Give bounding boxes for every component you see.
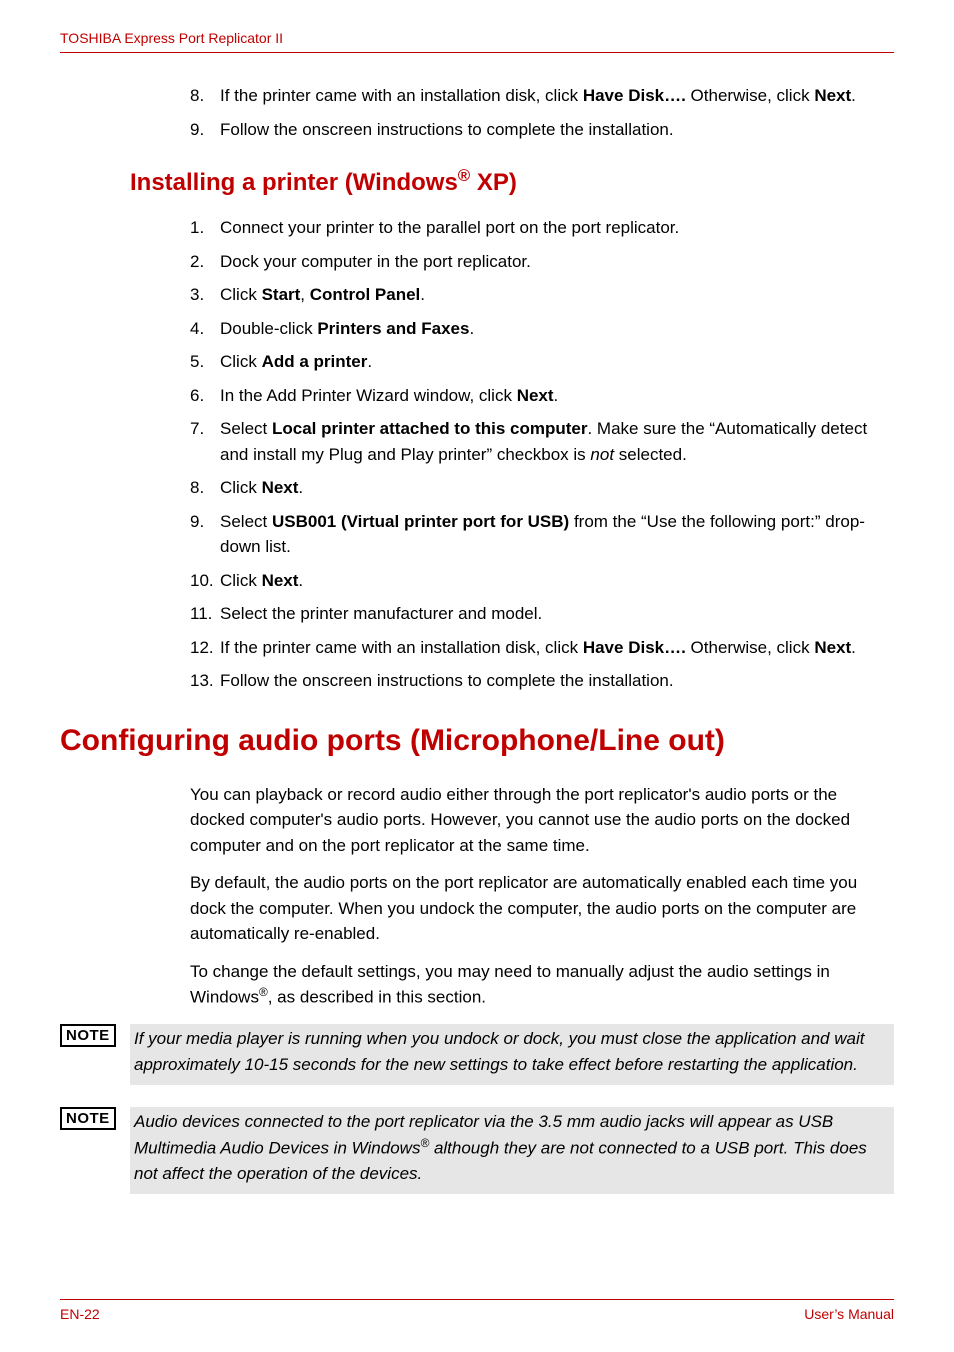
note-text: Audio devices connected to the port repl… bbox=[130, 1107, 894, 1194]
note-label: NOTE bbox=[60, 1107, 116, 1130]
step-number: 2. bbox=[190, 249, 220, 275]
list-item: 12.If the printer came with an installat… bbox=[190, 635, 884, 661]
note-text: If your media player is running when you… bbox=[130, 1024, 894, 1085]
xp-step-list: 1.Connect your printer to the parallel p… bbox=[190, 215, 884, 694]
list-item: 7.Select Local printer attached to this … bbox=[190, 416, 884, 467]
note-label-wrap: NOTE bbox=[60, 1024, 122, 1047]
step-number: 9. bbox=[190, 117, 220, 143]
footer-manual-label: User’s Manual bbox=[804, 1306, 894, 1322]
list-item: 4.Double-click Printers and Faxes. bbox=[190, 316, 884, 342]
step-number: 4. bbox=[190, 316, 220, 342]
footer-rule bbox=[60, 1299, 894, 1300]
xp-steps-area: 1.Connect your printer to the parallel p… bbox=[60, 215, 894, 694]
list-item: 10.Click Next. bbox=[190, 568, 884, 594]
step-text: Follow the onscreen instructions to comp… bbox=[220, 668, 884, 694]
paragraph: To change the default settings, you may … bbox=[190, 959, 884, 1011]
list-item: 1.Connect your printer to the parallel p… bbox=[190, 215, 884, 241]
note-block: NOTE If your media player is running whe… bbox=[60, 1024, 894, 1085]
step-text: Select USB001 (Virtual printer port for … bbox=[220, 509, 884, 560]
header-title: TOSHIBA Express Port Replicator II bbox=[60, 30, 894, 46]
step-text: If the printer came with an installation… bbox=[220, 83, 884, 109]
step-number: 8. bbox=[190, 475, 220, 501]
list-item: 6.In the Add Printer Wizard window, clic… bbox=[190, 383, 884, 409]
list-item: 3.Click Start, Control Panel. bbox=[190, 282, 884, 308]
list-item: 9. Follow the onscreen instructions to c… bbox=[190, 117, 884, 143]
header-rule bbox=[60, 52, 894, 53]
step-number: 6. bbox=[190, 383, 220, 409]
step-number: 9. bbox=[190, 509, 220, 560]
list-item: 11.Select the printer manufacturer and m… bbox=[190, 601, 884, 627]
step-text: If the printer came with an installation… bbox=[220, 635, 884, 661]
step-number: 10. bbox=[190, 568, 220, 594]
paragraph: You can playback or record audio either … bbox=[190, 782, 884, 859]
step-text: Click Next. bbox=[220, 475, 884, 501]
step-text: Connect your printer to the parallel por… bbox=[220, 215, 884, 241]
step-number: 7. bbox=[190, 416, 220, 467]
step-number: 8. bbox=[190, 83, 220, 109]
step-number: 1. bbox=[190, 215, 220, 241]
step-text: Select the printer manufacturer and mode… bbox=[220, 601, 884, 627]
step-number: 5. bbox=[190, 349, 220, 375]
footer-row: EN-22 User’s Manual bbox=[60, 1306, 894, 1322]
page-number: EN-22 bbox=[60, 1306, 100, 1322]
paragraph: By default, the audio ports on the port … bbox=[190, 870, 884, 947]
list-item: 5.Click Add a printer. bbox=[190, 349, 884, 375]
list-item: 8.Click Next. bbox=[190, 475, 884, 501]
list-item: 8. If the printer came with an installat… bbox=[190, 83, 884, 109]
section-heading-install-xp: Installing a printer (Windows® XP) bbox=[130, 166, 894, 197]
step-number: 3. bbox=[190, 282, 220, 308]
step-text: In the Add Printer Wizard window, click … bbox=[220, 383, 884, 409]
page-header: TOSHIBA Express Port Replicator II bbox=[60, 30, 894, 53]
step-number: 12. bbox=[190, 635, 220, 661]
step-text: Dock your computer in the port replicato… bbox=[220, 249, 884, 275]
step-number: 13. bbox=[190, 668, 220, 694]
list-item: 2.Dock your computer in the port replica… bbox=[190, 249, 884, 275]
step-text: Select Local printer attached to this co… bbox=[220, 416, 884, 467]
step-text: Follow the onscreen instructions to comp… bbox=[220, 117, 884, 143]
audio-paragraphs: You can playback or record audio either … bbox=[60, 782, 894, 1011]
top-step-list: 8. If the printer came with an installat… bbox=[190, 83, 884, 142]
page-footer: EN-22 User’s Manual bbox=[60, 1299, 894, 1322]
step-number: 11. bbox=[190, 601, 220, 627]
note-label: NOTE bbox=[60, 1024, 116, 1047]
note-label-wrap: NOTE bbox=[60, 1107, 122, 1130]
top-steps-area: 8. If the printer came with an installat… bbox=[60, 83, 894, 142]
step-text: Click Start, Control Panel. bbox=[220, 282, 884, 308]
step-text: Double-click Printers and Faxes. bbox=[220, 316, 884, 342]
list-item: 13.Follow the onscreen instructions to c… bbox=[190, 668, 884, 694]
note-block: NOTE Audio devices connected to the port… bbox=[60, 1107, 894, 1194]
list-item: 9.Select USB001 (Virtual printer port fo… bbox=[190, 509, 884, 560]
step-text: Click Add a printer. bbox=[220, 349, 884, 375]
step-text: Click Next. bbox=[220, 568, 884, 594]
section-heading-audio: Configuring audio ports (Microphone/Line… bbox=[60, 724, 894, 758]
